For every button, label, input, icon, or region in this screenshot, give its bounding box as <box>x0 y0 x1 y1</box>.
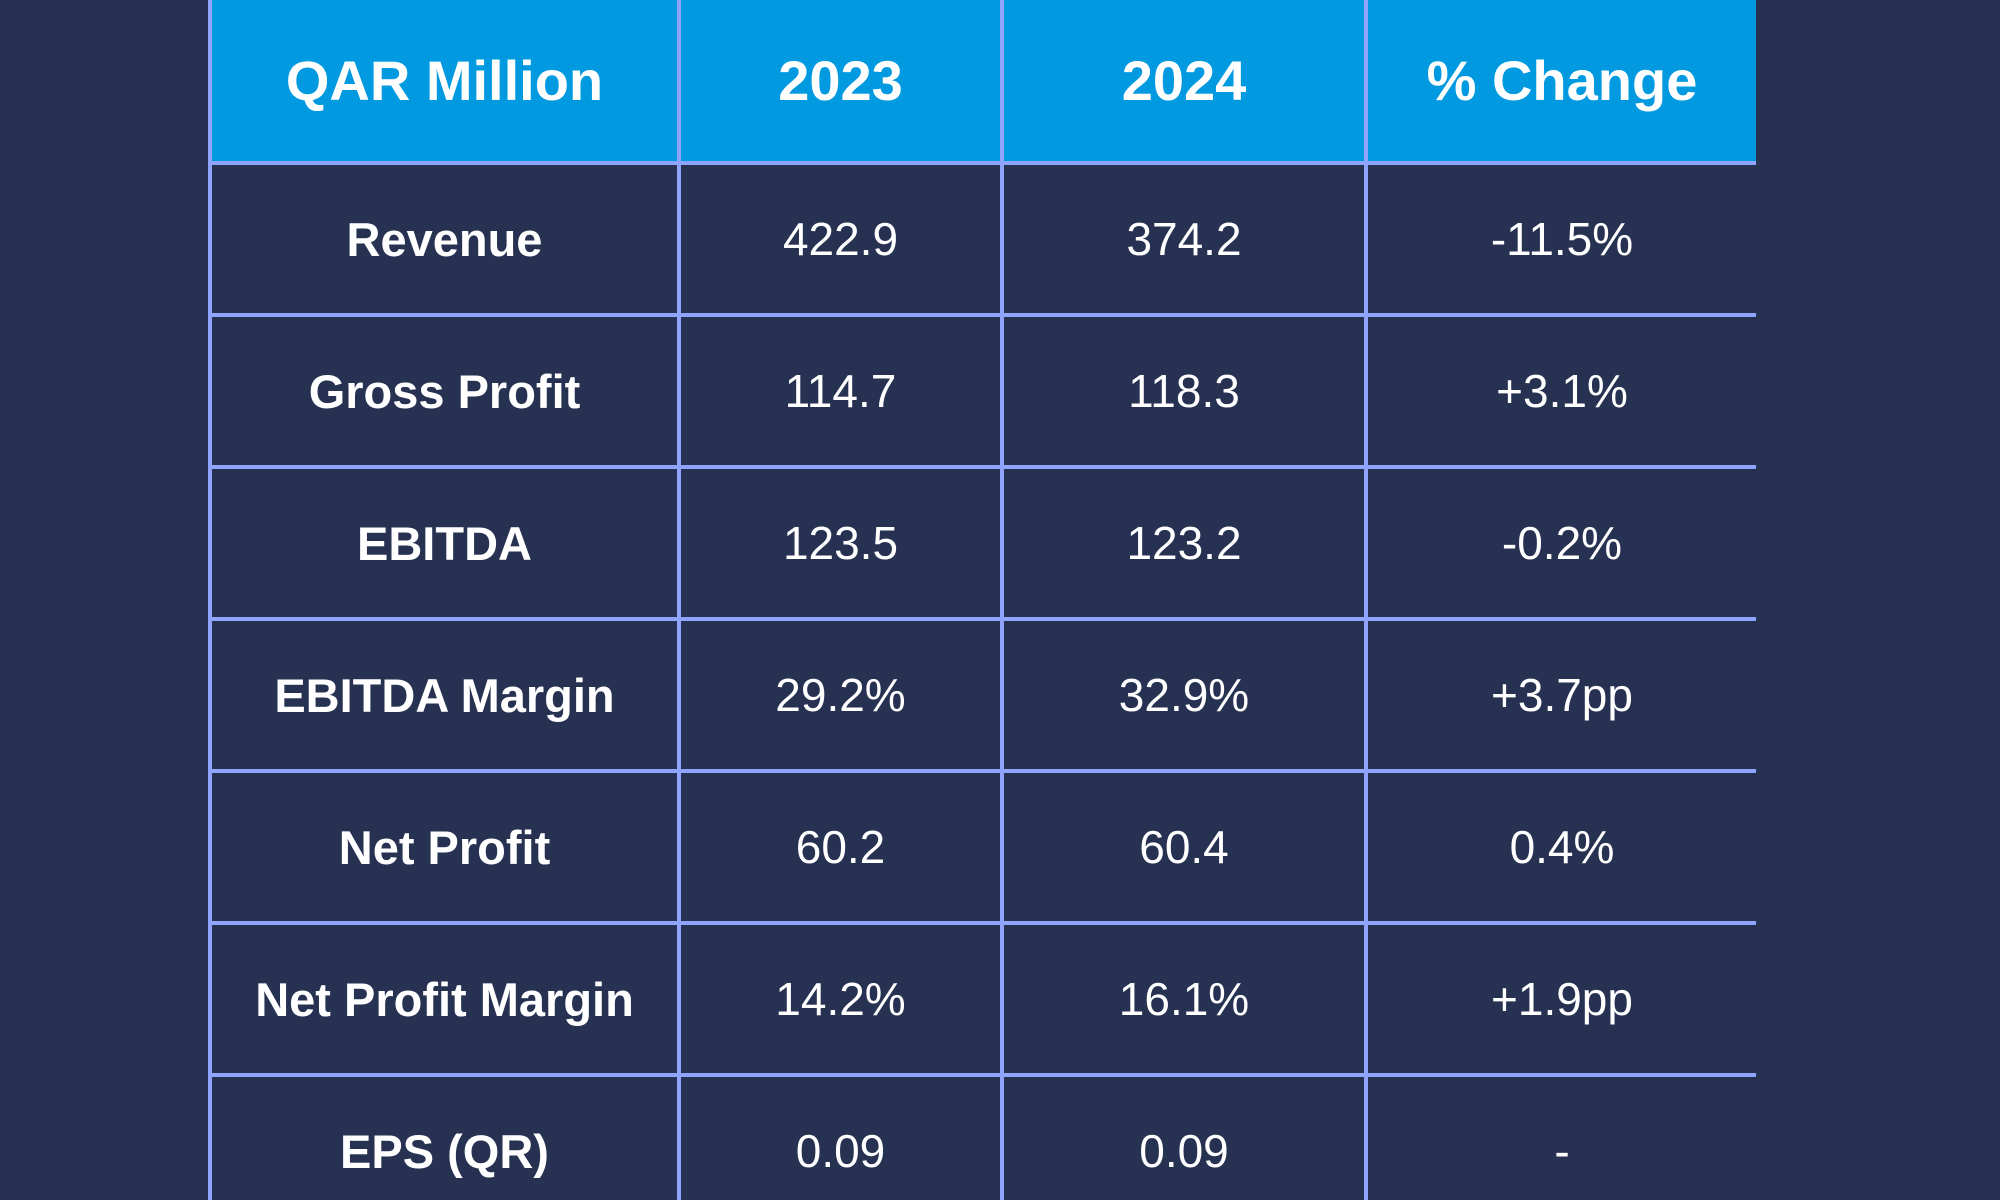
cell-change: -0.2% <box>1364 465 1756 621</box>
financial-summary-table: QAR Million 2023 2024 % Change Revenue 4… <box>208 0 1756 1200</box>
cell-change: -11.5% <box>1364 161 1756 317</box>
cell-2023: 14.2% <box>677 921 1004 1077</box>
cell-change: +3.7pp <box>1364 617 1756 773</box>
row-label: Gross Profit <box>208 313 681 469</box>
cell-change: 0.4% <box>1364 769 1756 925</box>
cell-2024: 60.4 <box>1000 769 1368 925</box>
table-row: EBITDA Margin 29.2% 32.9% +3.7pp <box>208 617 1756 773</box>
row-label: Revenue <box>208 161 681 317</box>
row-label: Net Profit <box>208 769 681 925</box>
header-2023: 2023 <box>677 0 1004 165</box>
cell-2024: 374.2 <box>1000 161 1368 317</box>
header-metric: QAR Million <box>208 0 681 165</box>
cell-2024: 16.1% <box>1000 921 1368 1077</box>
row-label: EBITDA <box>208 465 681 621</box>
cell-2024: 0.09 <box>1000 1073 1368 1200</box>
table-row: Net Profit Margin 14.2% 16.1% +1.9pp <box>208 921 1756 1077</box>
cell-2023: 114.7 <box>677 313 1004 469</box>
row-label: EPS (QR) <box>208 1073 681 1200</box>
financial-table-container: QAR Million 2023 2024 % Change Revenue 4… <box>208 0 1756 1200</box>
table-row: Gross Profit 114.7 118.3 +3.1% <box>208 313 1756 469</box>
table-header-row: QAR Million 2023 2024 % Change <box>208 0 1756 165</box>
row-label: Net Profit Margin <box>208 921 681 1077</box>
cell-2023: 422.9 <box>677 161 1004 317</box>
cell-2024: 32.9% <box>1000 617 1368 773</box>
header-change: % Change <box>1364 0 1756 165</box>
header-2024: 2024 <box>1000 0 1368 165</box>
row-label: EBITDA Margin <box>208 617 681 773</box>
table-row: EPS (QR) 0.09 0.09 - <box>208 1073 1756 1200</box>
cell-2023: 60.2 <box>677 769 1004 925</box>
cell-change: - <box>1364 1073 1756 1200</box>
cell-2023: 0.09 <box>677 1073 1004 1200</box>
cell-change: +3.1% <box>1364 313 1756 469</box>
table-row: EBITDA 123.5 123.2 -0.2% <box>208 465 1756 621</box>
cell-2024: 123.2 <box>1000 465 1368 621</box>
cell-2023: 29.2% <box>677 617 1004 773</box>
table-row: Net Profit 60.2 60.4 0.4% <box>208 769 1756 925</box>
cell-change: +1.9pp <box>1364 921 1756 1077</box>
cell-2023: 123.5 <box>677 465 1004 621</box>
table-row: Revenue 422.9 374.2 -11.5% <box>208 161 1756 317</box>
cell-2024: 118.3 <box>1000 313 1368 469</box>
